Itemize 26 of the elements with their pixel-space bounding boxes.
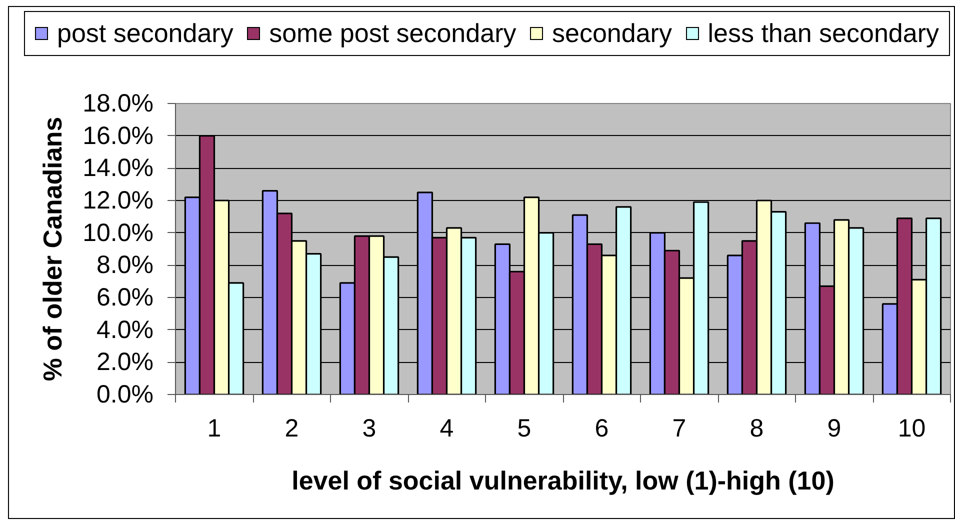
x-tick-label: 9 <box>827 414 842 442</box>
legend-label: less than secondary <box>708 16 939 50</box>
y-tick-label: 14.0% <box>82 154 154 182</box>
y-tick-label: 12.0% <box>82 186 154 214</box>
x-tick-label: 10 <box>898 414 926 442</box>
y-tick-label: 16.0% <box>82 122 154 150</box>
y-axis-title: % of older Canadians <box>38 116 68 382</box>
y-tick-label: 18.0% <box>82 90 154 118</box>
x-axis-title: level of social vulnerability, low (1)-high (10) <box>292 466 834 496</box>
legend-label: post secondary <box>57 16 234 50</box>
x-tick-label: 4 <box>440 414 454 442</box>
x-tick-label: 6 <box>594 414 609 442</box>
y-tick-label: 0.0% <box>96 380 154 408</box>
x-tick-label: 1 <box>207 414 222 442</box>
x-tick-label: 8 <box>750 414 764 442</box>
x-tick-label: 7 <box>672 414 686 442</box>
y-tick-label: 2.0% <box>96 348 154 376</box>
x-tick-label: 3 <box>362 414 376 442</box>
legend-label: some post secondary <box>269 16 516 50</box>
x-tick-label: 2 <box>284 414 299 442</box>
y-tick-label: 10.0% <box>82 218 154 247</box>
y-tick-label: 8.0% <box>96 251 154 280</box>
legend-label: secondary <box>552 16 672 50</box>
x-tick-label: 5 <box>517 414 532 442</box>
y-tick-label: 4.0% <box>96 316 154 344</box>
y-tick-label: 6.0% <box>96 284 154 312</box>
